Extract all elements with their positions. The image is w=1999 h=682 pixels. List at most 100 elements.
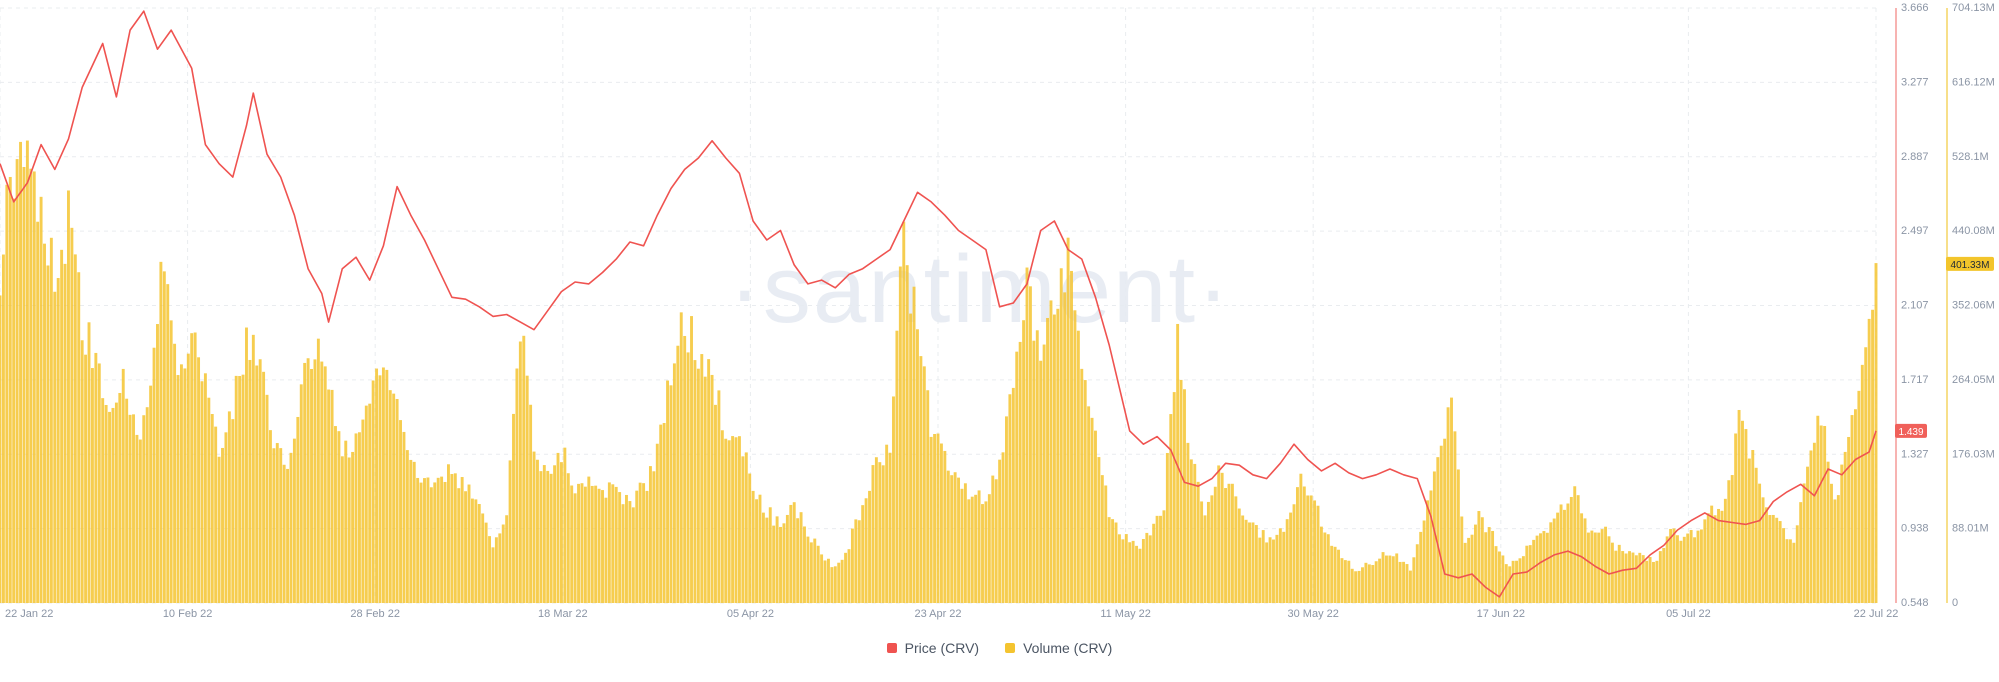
volume-bar [1703,519,1707,603]
volume-bar [1648,557,1652,603]
legend-item-price[interactable]: Price (CRV) [886,640,979,656]
volume-bar [1778,521,1782,603]
volume-bar [950,475,954,603]
volume-bar [1343,560,1347,603]
volume-bar [491,547,495,603]
volume-bar [806,536,810,603]
volume-bar [1306,495,1310,603]
volume-bar [416,477,420,603]
volume-bar [1350,568,1354,603]
volume-bar [553,465,557,603]
volume-bar [1008,394,1012,603]
volume-bar [977,490,981,603]
volume-bar [1641,555,1645,603]
volume-bar [238,376,242,603]
volume-bar [217,456,221,603]
volume-bar [1792,542,1796,603]
volume-bar [751,490,755,603]
volume-bar [286,468,290,603]
volume-bar [70,227,74,603]
volume-bar [905,265,909,603]
volume-bar [135,434,139,603]
volume-bar [303,362,307,603]
volume-bar [251,334,255,603]
volume-bar [1470,534,1474,603]
x-tick-label: 28 Feb 22 [350,608,400,620]
volume-bar [518,341,522,603]
volume-bar [765,517,769,603]
volume-bar [1658,551,1662,603]
volume-bar [1717,508,1720,603]
legend-item-volume[interactable]: Volume (CRV) [1005,640,1112,656]
volume-bar [186,353,190,603]
volume-bar [1730,475,1734,603]
volume-bar [919,356,923,603]
volume-bar [1148,535,1152,603]
volume-bar [268,430,272,603]
volume-bar [464,491,468,603]
volume-bar [861,505,865,603]
volume-bar [532,451,536,603]
volume-bar [1621,551,1625,603]
volume-bar [248,359,252,603]
volume-bar [179,364,183,603]
volume-bar [272,448,276,603]
volume-bar [1385,555,1388,603]
volume-bar [816,545,820,603]
volume-bar [864,498,868,603]
volume-bar [885,444,889,603]
volume-bar [22,166,26,604]
volume-bar [1569,496,1573,603]
volume-bar [364,405,368,603]
price-axis-label: 2.107 [1901,300,1929,312]
volume-bar [224,432,228,603]
volume-bar [768,507,772,603]
volume-bar [1518,558,1522,603]
volume-bar [611,484,615,603]
volume-bar [998,459,1002,603]
volume-bar [943,450,947,603]
volume-bar [1244,519,1248,603]
volume-bar [1282,531,1286,603]
volume-axis-label: 528.1M [1952,151,1989,163]
volume-bar [1107,517,1111,603]
volume-bar [1556,512,1560,603]
volume-bar [902,221,906,603]
volume-bar [693,360,697,603]
volume-bar [1018,341,1022,603]
volume-bar [717,390,721,603]
volume-axis-label: 352.06M [1952,300,1995,312]
volume-bar [775,516,779,603]
volume-bar [1141,539,1145,603]
volume-bar [909,313,913,603]
volume-bar [1727,480,1731,603]
volume-bar [1052,314,1056,603]
price-line [0,10,1877,598]
volume-bar [1159,515,1162,603]
volume-bar [1011,387,1015,603]
volume-bar [1823,425,1827,603]
volume-bar [676,345,680,603]
volume-bar [727,440,731,603]
volume-bar [1504,564,1508,603]
volume-bar [1775,517,1779,603]
volume-bar [1860,364,1864,603]
volume-bar [580,483,584,603]
volume-bar [960,488,964,603]
volume-bar [43,243,46,604]
volume-bar [1552,518,1556,603]
volume-bar [1812,442,1816,603]
volume-bar [1090,417,1094,603]
volume-bar [1511,560,1515,603]
volume-bar [1210,495,1214,603]
volume-bar [779,526,782,603]
volume-bar [1439,445,1443,603]
volume-bar [1374,561,1378,603]
volume-bar [1046,317,1050,603]
volume-bar [1117,534,1121,603]
volume-bar [94,352,98,603]
volume-bar [1124,534,1128,603]
volume-bar [625,494,628,603]
volume-bar [1788,539,1792,603]
